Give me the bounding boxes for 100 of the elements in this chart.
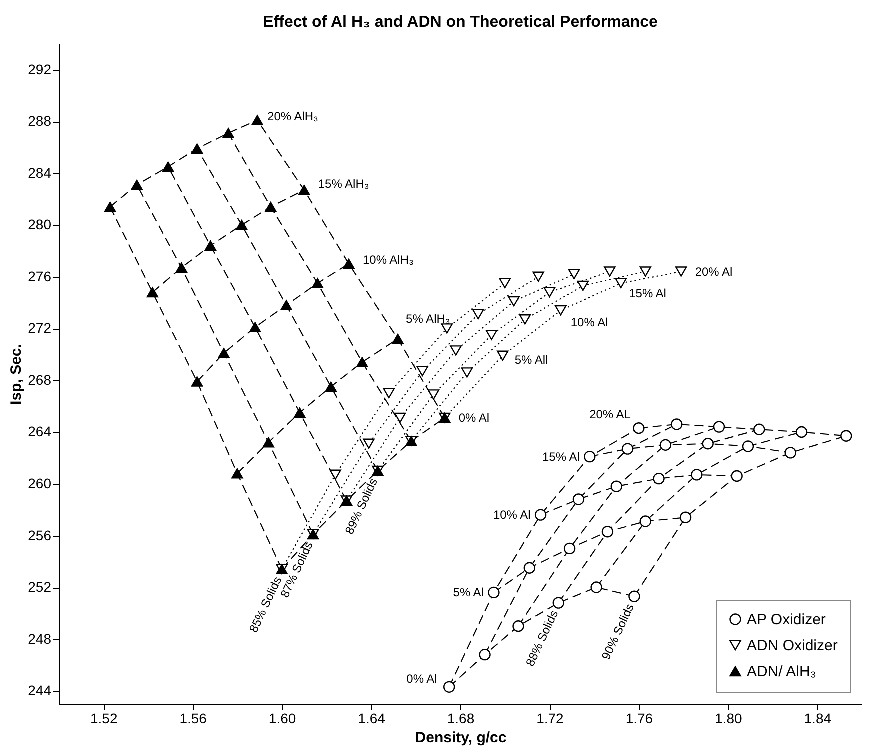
point [162, 162, 174, 172]
y-tick-label: 272 [28, 320, 52, 336]
y-tick-label: 268 [28, 372, 52, 388]
legend-label: ADN/ AlH₃ [747, 664, 816, 680]
point [497, 350, 509, 362]
y-tick-label: 284 [28, 164, 52, 181]
x-axis-title: Density, g/cc [415, 730, 507, 746]
annotation: 90% Solids [598, 602, 638, 662]
point [249, 322, 262, 333]
point [590, 582, 602, 594]
annotation: 5% AlH₃ [406, 312, 450, 326]
y-axis-title: Isp, Sec. [8, 344, 26, 405]
point [176, 262, 188, 274]
point [222, 128, 234, 138]
point [675, 266, 688, 277]
annotation: 0% Al [406, 672, 438, 686]
point [754, 424, 766, 436]
point [731, 470, 743, 482]
point [343, 258, 355, 270]
point [294, 408, 306, 418]
point [191, 376, 204, 387]
point [640, 516, 652, 528]
point [615, 278, 627, 289]
annotation: 5% Al [453, 586, 484, 600]
point [691, 469, 703, 481]
point [742, 440, 754, 452]
point [784, 447, 796, 459]
point [428, 390, 440, 400]
annotation: 5% All [514, 352, 548, 367]
x-tick-label: 1.84 [804, 710, 832, 726]
point [564, 542, 576, 555]
y-tick-label: 244 [28, 682, 52, 699]
point [512, 620, 524, 632]
x-tick-label: 1.68 [447, 710, 475, 726]
point [584, 450, 596, 463]
point [604, 266, 616, 277]
point [840, 430, 852, 442]
annotation: 0% Al [458, 411, 490, 425]
point [486, 330, 498, 340]
point [330, 470, 342, 480]
point [633, 422, 645, 434]
x-tick-label: 1.76 [626, 710, 654, 726]
point [479, 648, 491, 661]
point [796, 426, 808, 438]
x-tick-label: 1.56 [180, 710, 208, 726]
point [653, 472, 665, 485]
x-tick-label: 1.72 [536, 710, 564, 726]
legend-label: ADN Oxidizer [747, 638, 838, 654]
point [252, 115, 264, 126]
x-tick-label: 1.52 [90, 710, 118, 726]
y-tick-label: 292 [28, 61, 52, 78]
point [555, 305, 567, 316]
x-tick-label: 1.60 [268, 710, 296, 726]
point [552, 597, 564, 609]
point [146, 287, 159, 298]
y-tick-label: 248 [28, 630, 52, 647]
point [610, 480, 622, 492]
point [218, 348, 230, 358]
point [568, 269, 580, 280]
point [204, 240, 217, 252]
point [532, 272, 544, 282]
point [280, 300, 292, 311]
point [232, 468, 244, 479]
point [534, 509, 547, 521]
annotation: 10% Al [570, 316, 608, 330]
y-tick-label: 280 [28, 216, 52, 233]
annotation: 88% Solids [523, 608, 562, 669]
point [441, 324, 453, 334]
point [461, 368, 474, 378]
point [622, 443, 634, 455]
y-tick-label: 260 [28, 476, 52, 492]
point [191, 144, 204, 154]
y-tick-label: 288 [28, 113, 52, 130]
point [660, 439, 672, 452]
x-tick-label: 1.80 [715, 710, 743, 726]
point [356, 357, 368, 368]
point [628, 590, 640, 602]
point [602, 526, 614, 538]
point [544, 287, 556, 298]
point [394, 412, 406, 424]
annotation: 20% AL [590, 407, 632, 422]
point [499, 278, 511, 289]
point [236, 220, 248, 230]
point [392, 334, 404, 344]
point [640, 266, 652, 277]
point [508, 296, 520, 307]
annotation: 20% Al [695, 264, 733, 279]
point [488, 586, 500, 599]
annotation: 15% AlH₃ [318, 177, 370, 192]
annotation: 10% AlH₃ [362, 253, 414, 267]
point [363, 438, 375, 450]
point [472, 309, 484, 320]
point [519, 314, 532, 325]
annotation: 89% Solids [342, 476, 381, 537]
point [312, 278, 324, 289]
point [265, 202, 277, 212]
point [450, 346, 462, 356]
legend-label: AP Oxidizer [747, 612, 826, 628]
point [572, 494, 585, 506]
y-tick-label: 276 [28, 268, 52, 284]
